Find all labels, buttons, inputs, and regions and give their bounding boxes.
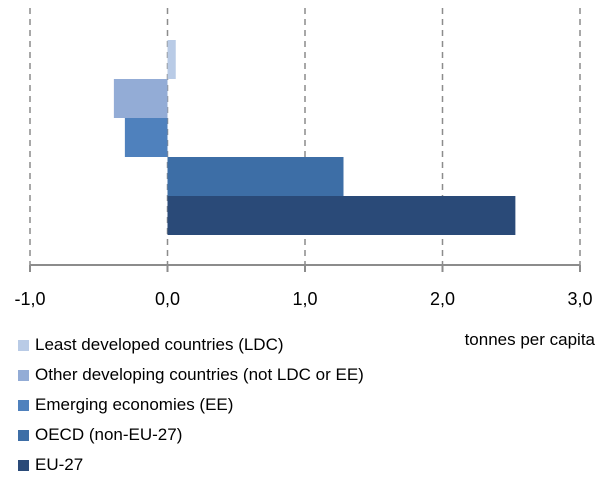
- legend-swatch: [18, 429, 29, 441]
- bar: [167, 157, 344, 196]
- legend-swatch: [18, 459, 29, 471]
- bar: [124, 118, 168, 157]
- legend-item: Emerging economies (EE): [18, 390, 364, 420]
- x-tick-label: 3,0: [567, 289, 592, 309]
- chart: -1,0 0,0 1,0 2,0 3,0 tonnes per capita: [14, 8, 596, 349]
- legend-item: EU-27: [18, 450, 364, 480]
- bar: [167, 196, 516, 235]
- legend-item: Least developed countries (LDC): [18, 330, 364, 360]
- x-tick-label: -1,0: [14, 289, 45, 309]
- legend-label: EU-27: [35, 455, 84, 474]
- legend-label: Least developed countries (LDC): [35, 335, 284, 354]
- legend-label: OECD (non-EU-27): [35, 425, 183, 444]
- x-tick-label: 1,0: [292, 289, 317, 309]
- bar: [167, 40, 176, 79]
- x-tick-label: 0,0: [155, 289, 180, 309]
- legend: Least developed countries (LDC) Other dev…: [18, 330, 364, 480]
- legend-label: Other developing countries (not LDC or E…: [35, 365, 364, 384]
- legend-swatch: [18, 339, 29, 351]
- x-axis-unit-label: tonnes per capita: [465, 330, 596, 349]
- legend-label: Emerging economies (EE): [35, 395, 234, 414]
- legend-item: Other developing countries (not LDC or E…: [18, 360, 364, 390]
- legend-item: OECD (non-EU-27): [18, 420, 364, 450]
- bar: [113, 79, 168, 118]
- legend-swatch: [18, 369, 29, 381]
- x-axis-ticks: -1,0 0,0 1,0 2,0 3,0: [14, 265, 593, 309]
- legend-swatch: [18, 399, 29, 411]
- bars: [113, 40, 516, 235]
- x-tick-label: 2,0: [430, 289, 455, 309]
